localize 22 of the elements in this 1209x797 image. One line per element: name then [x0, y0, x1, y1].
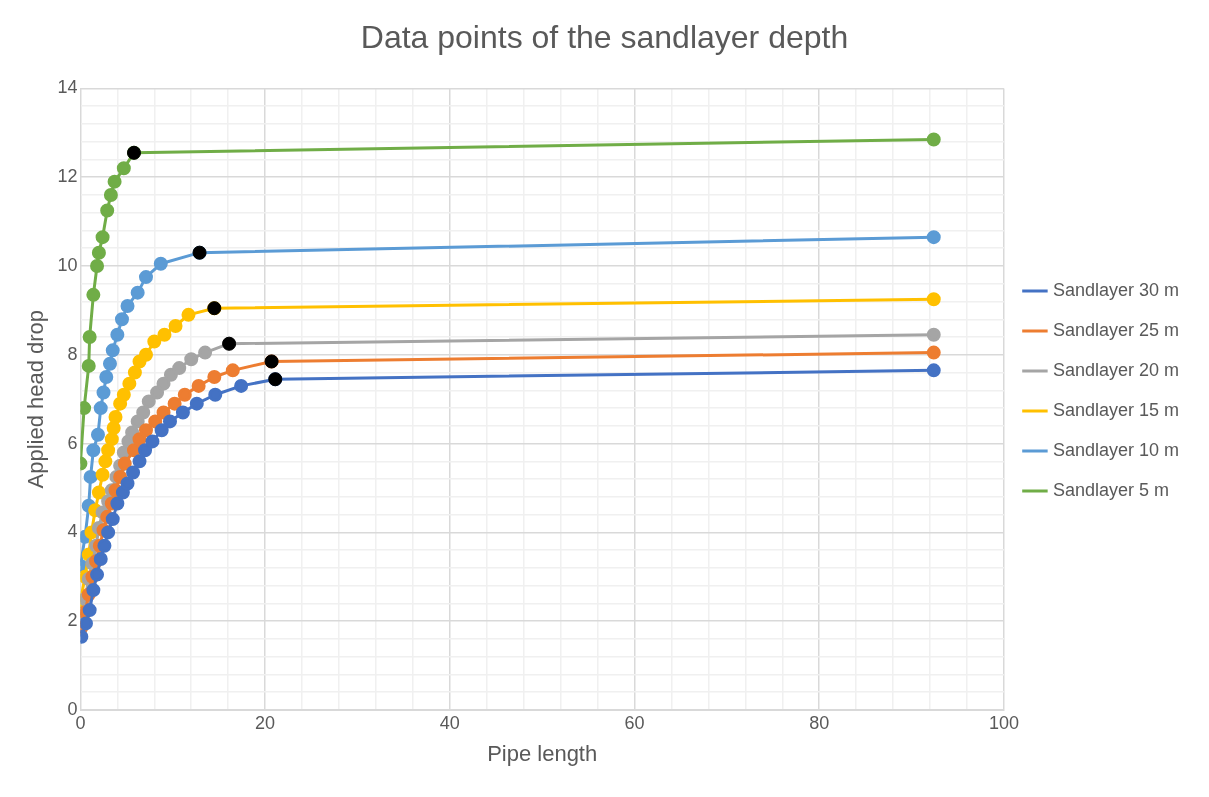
- y-tick-label: 2: [67, 610, 78, 631]
- y-tick-label: 6: [67, 432, 78, 453]
- x-tick-label: 100: [988, 712, 1019, 733]
- y-axis-title: Applied head drop: [23, 309, 49, 489]
- chart-title: Data points of the sandlayer depth: [360, 19, 849, 56]
- legend-label: Sandlayer 15 m: [1052, 399, 1180, 420]
- legend-label: Sandlayer 10 m: [1052, 439, 1180, 460]
- x-tick-label: 40: [439, 712, 460, 733]
- x-tick-label: 60: [624, 712, 645, 733]
- y-tick-label: 10: [57, 254, 78, 275]
- y-tick-label: 8: [67, 343, 78, 364]
- legend-label: Sandlayer 20 m: [1052, 359, 1180, 380]
- x-tick-label: 80: [809, 712, 830, 733]
- y-tick-label: 0: [67, 698, 78, 719]
- legend-label: Sandlayer 30 m: [1052, 279, 1180, 300]
- y-tick-label: 14: [57, 77, 78, 98]
- x-tick-label: 20: [255, 712, 276, 733]
- y-tick-label: 4: [67, 521, 78, 542]
- x-axis-title: Pipe length: [487, 740, 598, 766]
- legend-label: Sandlayer 5 m: [1052, 479, 1169, 500]
- legend-label: Sandlayer 25 m: [1052, 319, 1180, 340]
- y-tick-label: 12: [57, 166, 78, 187]
